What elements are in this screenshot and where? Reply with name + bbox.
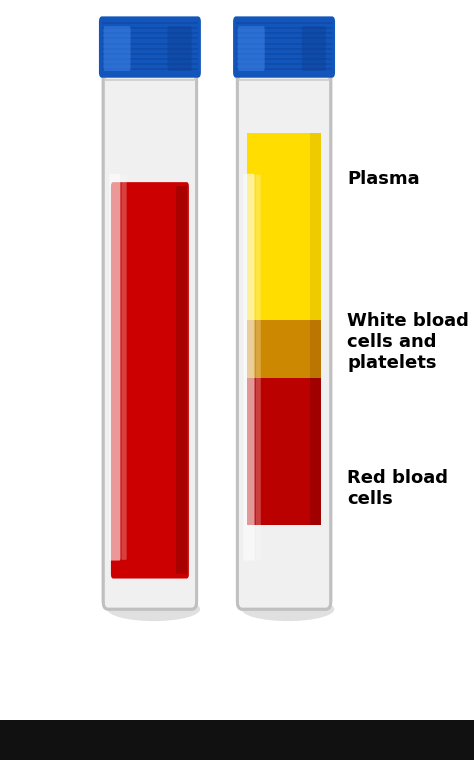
Bar [236,27,332,30]
FancyBboxPatch shape [109,174,120,561]
Bar [236,43,332,45]
Bar [236,52,332,55]
Bar [102,43,198,45]
FancyBboxPatch shape [99,17,201,78]
Text: White bload
cells and
platelets: White bload cells and platelets [347,312,469,372]
Bar [102,22,198,24]
FancyBboxPatch shape [255,175,261,560]
FancyBboxPatch shape [121,175,127,560]
Bar [102,27,198,30]
Bar [102,62,198,65]
Bar [105,53,195,81]
Bar [175,186,187,575]
Bar [236,62,332,65]
FancyBboxPatch shape [167,26,191,71]
Bar [310,319,321,378]
Ellipse shape [108,597,200,621]
Bar [102,68,198,70]
FancyBboxPatch shape [237,62,331,610]
FancyBboxPatch shape [233,17,335,78]
Bar [236,68,332,70]
FancyBboxPatch shape [301,26,326,71]
Text: Image ID: 2R066TF
www.alamy.com: Image ID: 2R066TF www.alamy.com [322,733,392,747]
Text: Plasma: Plasma [347,169,420,188]
Bar [310,133,321,319]
Bar [236,48,332,49]
Ellipse shape [235,17,333,33]
Bar [236,37,332,40]
FancyBboxPatch shape [103,26,130,71]
Text: alamy: alamy [14,728,92,752]
Bar [236,58,332,59]
Bar [102,33,198,34]
FancyBboxPatch shape [103,62,197,610]
Bar [247,133,321,319]
FancyBboxPatch shape [111,182,189,578]
Text: Red bload
cells: Red bload cells [347,469,448,508]
Bar [236,22,332,24]
Bar [239,53,329,81]
Bar [102,48,198,49]
Bar [247,378,321,525]
Bar [247,319,321,378]
Bar [102,37,198,40]
Bar [310,378,321,525]
FancyBboxPatch shape [237,26,264,71]
Bar [236,33,332,34]
Bar [102,58,198,59]
FancyBboxPatch shape [244,174,255,561]
Ellipse shape [101,17,199,33]
Bar [102,52,198,55]
Ellipse shape [242,597,334,621]
